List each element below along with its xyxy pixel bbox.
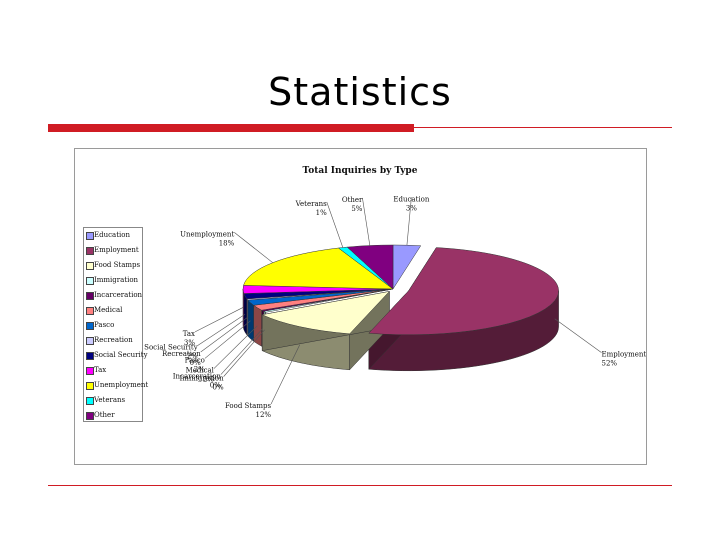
legend-item-social-security: Social Security	[84, 348, 148, 363]
slice-percent-incarceration: 0%	[210, 382, 221, 390]
slice-name-food-stamps: Food Stamps	[225, 402, 272, 410]
legend-item-immigration: Immigration	[84, 273, 142, 288]
slice-name-recreation: Recreation	[162, 350, 201, 358]
legend-item-incarceration: Incarceration	[84, 288, 142, 303]
legend-item-education: Education	[84, 228, 142, 243]
slice-name-unemployment: Unemployment	[180, 230, 234, 238]
legend-label: Education	[94, 231, 130, 239]
legend-item-tax: Tax	[84, 363, 142, 378]
slice-name-immigration: Immigration	[180, 375, 225, 383]
leader-line-veterans	[326, 201, 344, 248]
pie-slice-other	[346, 244, 394, 290]
legend-swatch	[86, 322, 94, 330]
legend-label: Employment	[94, 246, 139, 254]
legend-item-veterans: Veterans	[84, 393, 142, 408]
leader-line-unemployment	[234, 232, 273, 263]
legend-swatch	[86, 232, 94, 240]
pie-side-pasco	[247, 299, 254, 342]
leader-line-employment	[554, 318, 602, 353]
legend-swatch	[86, 382, 94, 390]
legend-swatch	[86, 247, 94, 255]
slice-percent-food-stamps: 12%	[256, 411, 272, 419]
pie-slice-employment	[368, 247, 559, 336]
pie-side-social-security	[243, 293, 248, 336]
legend-label: Recreation	[94, 336, 133, 344]
pie-side-tax	[242, 288, 245, 330]
slice-name-medical: Medical	[186, 367, 215, 375]
title-underline-thick	[48, 124, 414, 132]
slide-title: Statistics	[268, 70, 452, 114]
leader-line-recreation	[200, 317, 248, 353]
slice-percent-pasco: 2%	[194, 365, 205, 373]
legend-label: Tax	[94, 366, 107, 374]
chart-legend: Education Employment Food Stamps Immigratio…	[83, 227, 148, 423]
legend-label: Social Security	[94, 351, 148, 359]
leader-line-tax	[194, 307, 244, 333]
pie-slice-unemployment	[243, 247, 394, 290]
legend-swatch	[86, 337, 94, 345]
leader-line-pasco	[204, 320, 251, 359]
leader-line-education	[406, 197, 412, 246]
legend-swatch	[86, 292, 94, 300]
leader-line-medical	[213, 325, 258, 369]
pie-slice-food-stamps	[261, 291, 391, 335]
leader-line-social-security	[197, 313, 246, 346]
footer-rule	[48, 485, 672, 486]
legend-item-other: Other	[84, 408, 142, 423]
slice-name-other: Other	[342, 196, 363, 204]
pie-chart-canvas: Total Inquiries by Type Education3%Emplo…	[144, 166, 646, 419]
slice-percent-immigration: 0%	[213, 384, 224, 392]
leader-line-other	[362, 197, 371, 246]
legend-swatch	[86, 277, 94, 285]
slice-percent-veterans: 1%	[316, 209, 327, 217]
legend-item-unemployment: Unemployment	[84, 378, 148, 393]
legend-label: Medical	[94, 306, 123, 314]
chart-title: Total Inquiries by Type	[303, 166, 418, 176]
legend-item-employment: Employment	[84, 243, 142, 258]
slice-percent-employment: 52%	[601, 360, 617, 368]
legend-swatch	[86, 412, 94, 420]
title-underline-thin	[414, 127, 672, 128]
slice-percent-other: 5%	[351, 205, 362, 213]
legend-label: Other	[94, 411, 115, 419]
slice-name-employment: Employment	[601, 351, 646, 359]
legend-label: Unemployment	[94, 381, 149, 389]
pie-chart: Total Inquiries by Type Education 3% Emplo…	[74, 148, 647, 465]
slice-name-incarceration: Incarceration	[173, 373, 222, 381]
legend-swatch	[86, 307, 94, 315]
legend-item-food-stamps: Food Stamps	[84, 258, 142, 273]
legend-label: Veterans	[94, 396, 126, 404]
legend-item-recreation: Recreation	[84, 333, 142, 348]
legend-swatch	[86, 262, 94, 270]
legend-label: Immigration	[94, 276, 139, 284]
slice-name-education: Education	[393, 195, 429, 203]
legend-swatch	[86, 352, 94, 360]
legend-swatch	[86, 367, 94, 375]
legend-label: Food Stamps	[94, 261, 141, 269]
legend-label: Pasco	[94, 321, 115, 329]
legend-swatch	[86, 397, 94, 405]
legend-item-pasco: Pasco	[84, 318, 142, 333]
slice-name-social-security: Social Security	[144, 343, 198, 351]
leader-line-incarceration	[220, 328, 263, 375]
slice-percent-education: 3%	[406, 204, 417, 212]
leader-line-immigration	[223, 329, 265, 377]
slice-percent-medical: 2%	[203, 376, 214, 384]
legend-label: Incarceration	[94, 291, 143, 299]
slice-name-tax: Tax	[183, 330, 195, 338]
slice-name-pasco: Pasco	[185, 356, 205, 364]
slice-percent-recreation: 0%	[190, 359, 201, 367]
slice-percent-tax: 3%	[184, 339, 195, 347]
pie-side-medical	[253, 304, 262, 347]
legend-item-medical: Medical	[84, 303, 142, 318]
slice-name-veterans: Veterans	[295, 200, 328, 208]
slice-percent-unemployment: 18%	[219, 239, 235, 247]
slice-percent-social-security: 2%	[187, 352, 198, 360]
leader-line-food-stamps	[270, 344, 301, 405]
